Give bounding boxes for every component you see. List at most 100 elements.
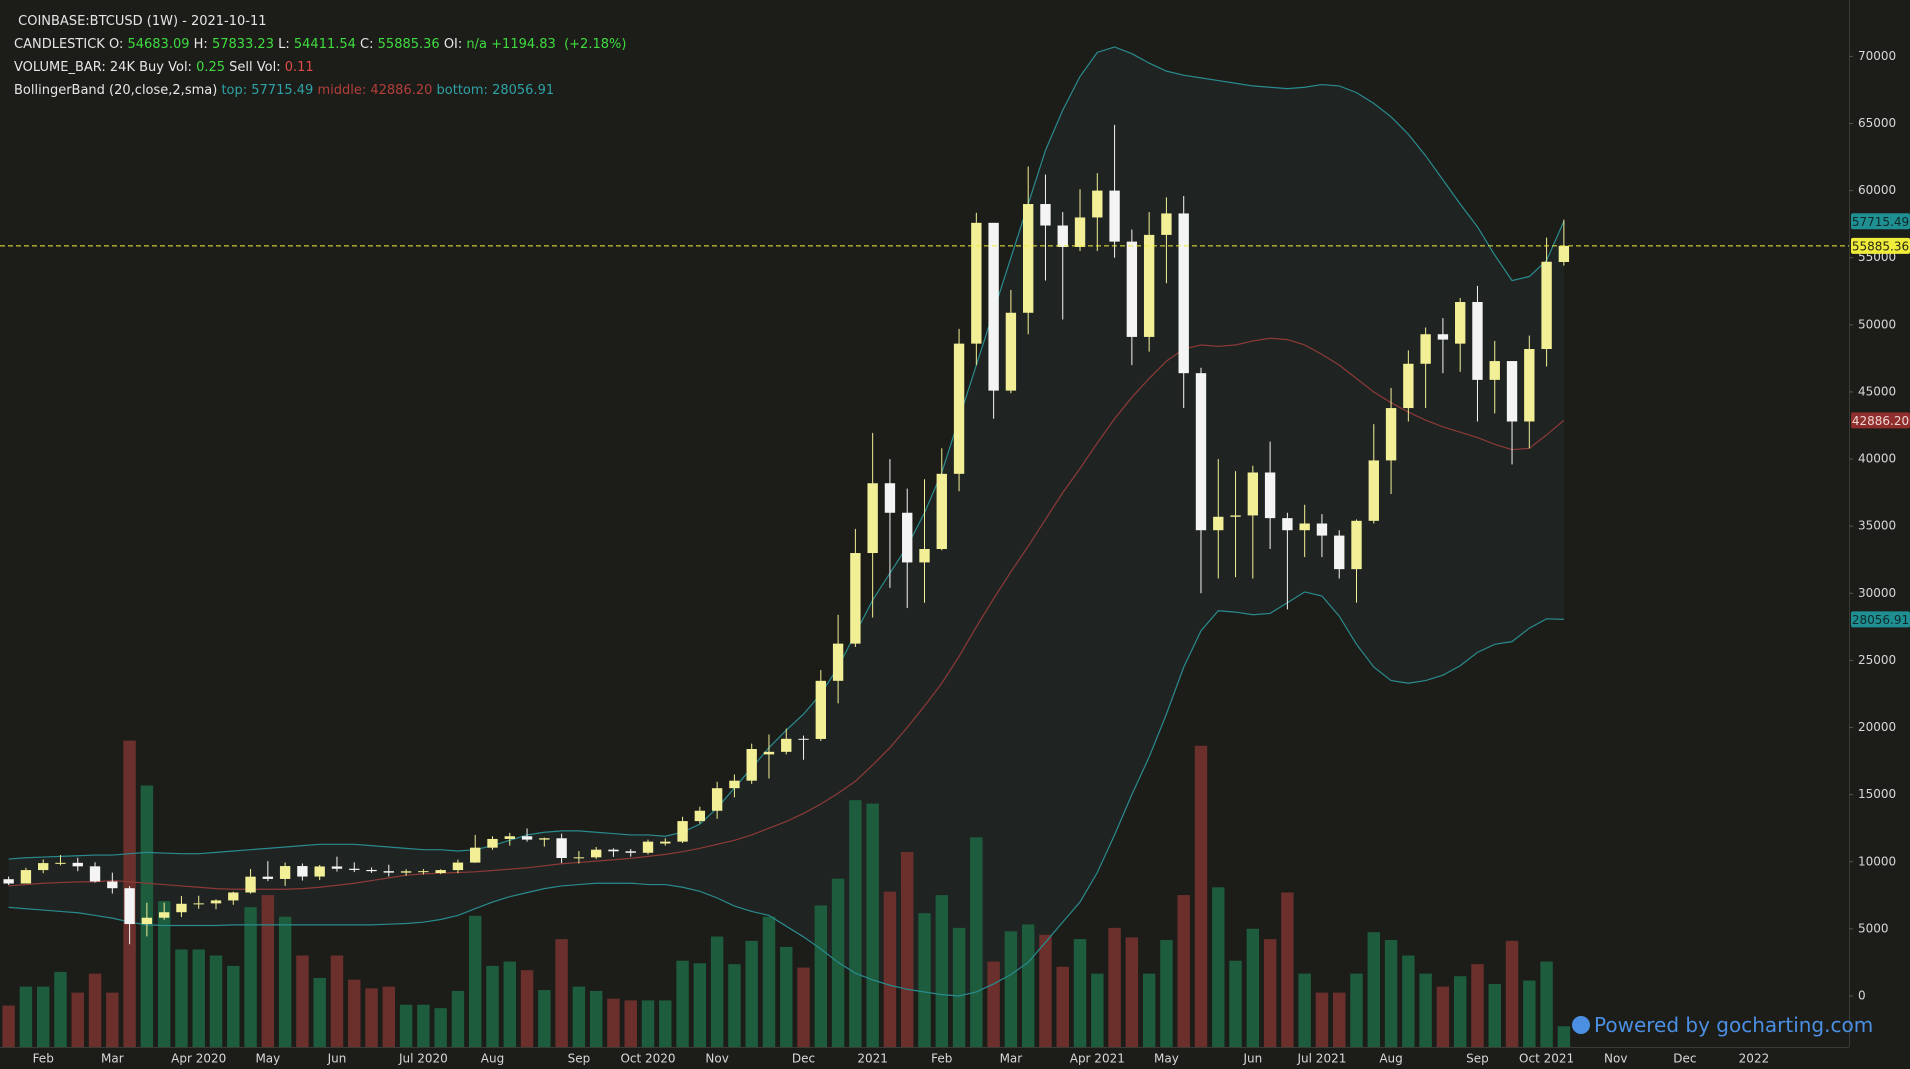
candle-body	[763, 751, 775, 755]
candle-body	[1247, 472, 1259, 516]
band-line	[8, 337, 1565, 890]
candle-body	[1472, 302, 1483, 380]
candle-body	[210, 900, 222, 904]
volume-bar	[1160, 939, 1173, 1047]
price-box	[1851, 237, 1910, 254]
candle-body	[193, 903, 204, 905]
volume-bar	[261, 895, 275, 1047]
volume-bar	[866, 803, 879, 1047]
y-tick-label: 50000	[1858, 317, 1896, 331]
candle-body	[1420, 334, 1431, 364]
candle-body	[1092, 190, 1103, 218]
candle-body	[798, 738, 809, 740]
volume-bar	[1246, 928, 1260, 1047]
volume-bar	[520, 970, 534, 1047]
y-tick-label: 20000	[1858, 720, 1896, 734]
candle-body	[815, 680, 827, 739]
candle-body	[521, 836, 533, 840]
high-value: 57833.23	[211, 37, 274, 52]
volume-bar	[1298, 973, 1311, 1047]
volume-bar	[1436, 986, 1450, 1047]
candle-body	[539, 838, 550, 840]
candle-body	[1074, 217, 1086, 247]
volume-bar	[1073, 939, 1087, 1047]
volume-bar	[296, 955, 309, 1047]
volume-bar	[935, 895, 949, 1047]
x-tick-label: Feb	[931, 1052, 952, 1066]
candle-body	[1558, 245, 1570, 262]
x-tick-label: Mar	[101, 1052, 124, 1066]
band-name: bottom:	[436, 83, 488, 98]
candle-body	[38, 863, 49, 871]
band-value: 57715.49	[251, 83, 314, 98]
volume-bar	[762, 916, 776, 1047]
candle-body	[1040, 204, 1051, 226]
volume-bar	[1333, 992, 1346, 1047]
candle-body	[556, 838, 567, 859]
volume-bar	[106, 992, 119, 1047]
x-tick-label: Oct 2021	[1519, 1052, 1574, 1066]
candle-body	[1282, 518, 1293, 531]
volume-bar	[797, 967, 810, 1047]
volume-bar	[1488, 983, 1501, 1047]
band-name: middle:	[317, 83, 367, 98]
volume-bar	[1453, 976, 1467, 1047]
volume-bar	[157, 901, 171, 1047]
x-tick-label: Jun	[1242, 1052, 1262, 1066]
candle-body	[608, 849, 619, 852]
volume-bar	[987, 961, 1000, 1047]
price-box-label: 28056.91	[1852, 613, 1909, 627]
label: Buy Vol:	[139, 60, 192, 75]
candle-body	[228, 892, 239, 901]
volume-bar	[192, 949, 205, 1047]
label: L:	[278, 37, 290, 52]
candle-body	[832, 643, 844, 681]
volume-bar	[1056, 966, 1069, 1047]
change-pct: (+2.18%)	[564, 37, 627, 52]
candle-body	[884, 483, 896, 513]
x-tick-label: Jun	[327, 1052, 347, 1066]
x-tick-label: Dec	[1673, 1052, 1696, 1066]
volume-bar	[1505, 940, 1519, 1047]
band-name: top:	[221, 83, 248, 98]
x-tick-label: Aug	[1379, 1052, 1402, 1066]
y-tick-label: 65000	[1858, 116, 1896, 130]
label: OI:	[443, 37, 463, 52]
watermark-icon	[1572, 1016, 1590, 1034]
volume-bar	[710, 936, 724, 1047]
volume-bar	[589, 990, 603, 1047]
candle-body	[1264, 472, 1276, 519]
volume-bar	[745, 940, 758, 1047]
volume-bar	[175, 949, 188, 1047]
volume-bar	[468, 915, 482, 1047]
watermark[interactable]: Powered by gocharting.com	[1572, 1013, 1873, 1037]
volume-bar	[1350, 973, 1363, 1047]
x-tick-label: Nov	[705, 1052, 728, 1066]
x-tick-label: Sep	[568, 1052, 591, 1066]
candle-body	[487, 838, 498, 848]
volume-bar	[451, 990, 465, 1047]
candle-body	[383, 871, 394, 873]
volume-bar	[330, 955, 344, 1047]
oi-value: n/a	[466, 37, 488, 52]
x-tick-label: Sep	[1466, 1052, 1489, 1066]
x-tick-label: Mar	[1000, 1052, 1023, 1066]
candle-body	[1403, 363, 1414, 409]
candle-body	[746, 749, 757, 781]
ohlc-row: CANDLESTICK O: 54683.09 H: 57833.23 L: 5…	[14, 35, 626, 54]
volume-bar	[486, 965, 499, 1047]
candle-body	[55, 862, 66, 864]
y-tick-label: 0	[1858, 988, 1866, 1002]
band-value: 28056.91	[492, 83, 555, 98]
watermark-text[interactable]: Powered by gocharting.com	[1594, 1013, 1874, 1037]
buy-vol: 0.25	[196, 60, 226, 75]
candle-body	[988, 222, 999, 391]
volume-bar	[641, 1000, 655, 1047]
candle-body	[435, 870, 446, 874]
price-box-label: 42886.20	[1852, 414, 1909, 428]
candle-body	[314, 866, 325, 877]
candle-body	[971, 222, 982, 344]
candle-body	[1195, 373, 1207, 531]
